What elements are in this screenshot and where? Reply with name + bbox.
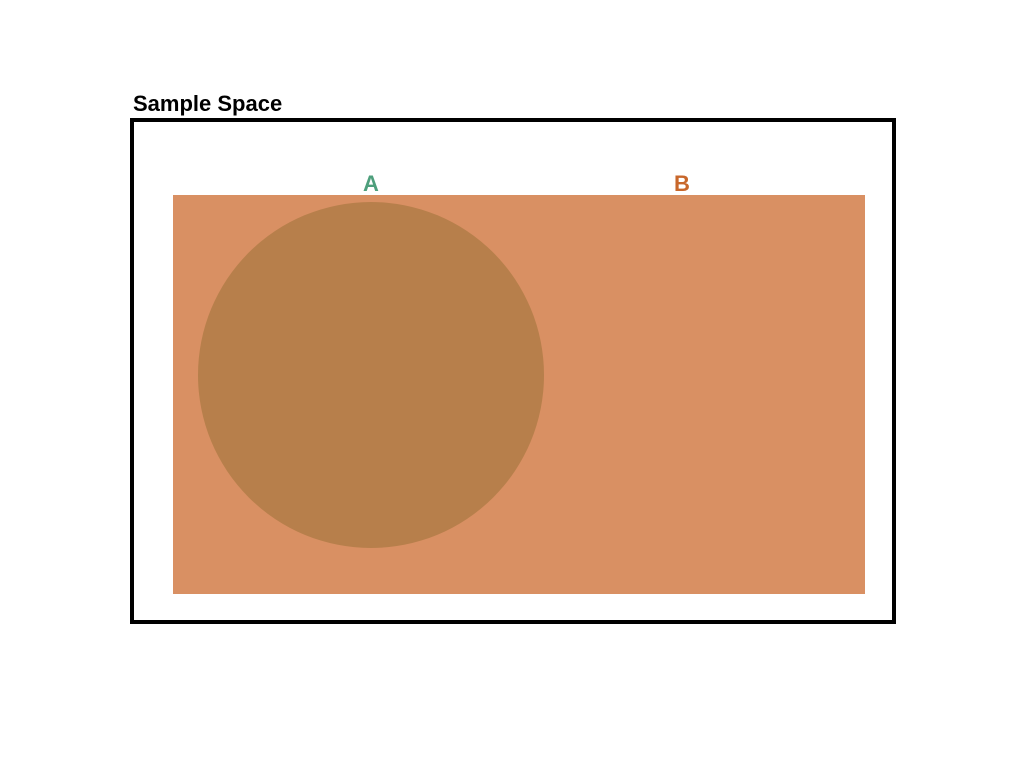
- event-a-region: [198, 202, 544, 548]
- sample-space-title: Sample Space: [133, 91, 283, 116]
- event-b-label: B: [674, 171, 690, 196]
- event-a-label: A: [363, 171, 379, 196]
